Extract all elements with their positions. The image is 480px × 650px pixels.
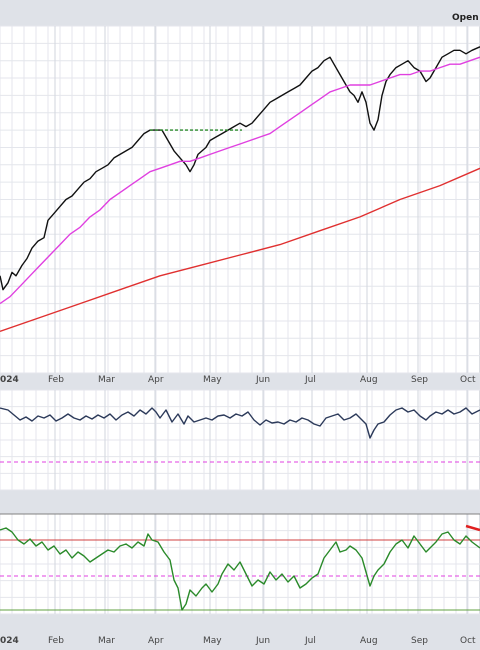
month-tick-price-aug: Aug [360,375,378,385]
month-tick-price-sep: Sep [411,375,428,385]
open-label: Open [452,13,479,23]
month-tick-oscillator-may: May [203,636,222,646]
month-tick-oscillator-oct: Oct [460,636,476,646]
panel-oscillator: 024 Feb Mar Apr May Jun Jul Aug Sep Oct [0,513,480,646]
series-line-price-2 [0,167,480,333]
month-tick-price-may: May [203,375,222,385]
year-label-oscillator: 024 [0,636,19,646]
month-tick-oscillator-apr: Apr [148,636,164,646]
series-line-price-0 [0,46,480,291]
month-tick-price-feb: Feb [48,375,64,385]
month-tick-price-apr: Apr [148,375,164,385]
panel-price: 024 Feb Mar Apr May Jun Jul Aug Sep Oct [0,25,480,385]
month-tick-oscillator-sep: Sep [411,636,428,646]
month-tick-oscillator-mar: Mar [98,636,115,646]
month-tick-oscillator-jun: Jun [255,636,270,646]
month-tick-price-jun: Jun [255,375,270,385]
panel-indicator [0,389,480,491]
series-line-oscillator-0 [0,527,480,611]
month-tick-oscillator-aug: Aug [360,636,378,646]
series-line-price-1 [0,56,480,305]
month-tick-price-mar: Mar [98,375,115,385]
month-tick-price-oct: Oct [460,375,476,385]
chart-panels: 024 Feb Mar Apr May Jun Jul Aug Sep Oct 024 Feb Mar A… [0,25,480,646]
month-tick-oscillator-feb: Feb [48,636,64,646]
series-line-indicator-0 [0,407,480,439]
month-tick-oscillator-jul: Jul [304,636,316,646]
month-tick-price-jul: Jul [304,375,316,385]
year-label-price: 024 [0,375,19,385]
trend-annotation [465,524,480,532]
